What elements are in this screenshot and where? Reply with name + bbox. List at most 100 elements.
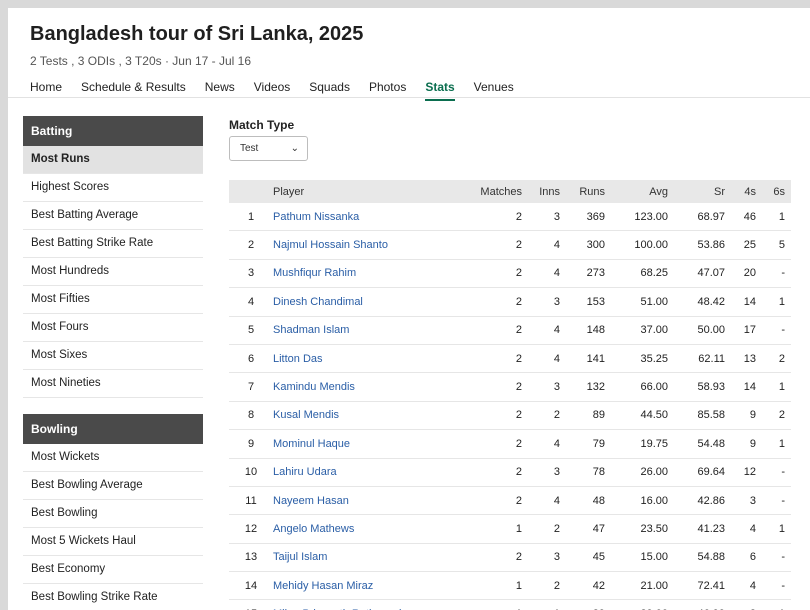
rank-cell: 3 bbox=[229, 259, 273, 289]
sidebar-item-most-fours[interactable]: Most Fours bbox=[23, 314, 203, 342]
fours-cell: 14 bbox=[725, 287, 756, 317]
player-link[interactable]: Mehidy Hasan Miraz bbox=[273, 579, 374, 592]
player-link[interactable]: Angelo Mathews bbox=[273, 522, 355, 535]
nav-tab-photos[interactable]: Photos bbox=[368, 80, 407, 94]
avg-cell: 23.50 bbox=[605, 514, 668, 544]
matches-cell: 2 bbox=[462, 401, 522, 431]
player-cell: Litton Das bbox=[273, 344, 462, 374]
player-cell: Shadman Islam bbox=[273, 316, 462, 345]
table-row: 11 Nayeem Hasan 2 4 48 16.00 42.86 3- bbox=[229, 486, 791, 516]
runs-cell: 79 bbox=[560, 429, 605, 459]
sixes-cell: 5 bbox=[756, 230, 791, 260]
sidebar-item-most-fifties[interactable]: Most Fifties bbox=[23, 286, 203, 314]
inns-cell: 4 bbox=[522, 344, 560, 374]
sixes-cell: 2 bbox=[756, 401, 791, 431]
player-link[interactable]: Lahiru Udara bbox=[273, 466, 337, 479]
nav-tab-home[interactable]: Home bbox=[30, 80, 63, 94]
page-title: Bangladesh tour of Sri Lanka, 2025 bbox=[30, 23, 364, 45]
player-link[interactable]: Nayeem Hasan bbox=[273, 494, 349, 507]
sidebar-item-most-wickets[interactable]: Most Wickets bbox=[23, 444, 203, 472]
matches-cell: 2 bbox=[462, 230, 522, 260]
fours-cell: 20 bbox=[725, 259, 756, 289]
inns-cell: 2 bbox=[522, 571, 560, 601]
nav-tab-venues[interactable]: Venues bbox=[473, 80, 514, 94]
table-row: 1 Pathum Nissanka 2 3 369 123.00 68.97 46 1 bbox=[229, 203, 791, 232]
sidebar-item-best-bowling[interactable]: Best Bowling bbox=[23, 500, 203, 528]
player-link[interactable]: Mominul Haque bbox=[273, 437, 351, 450]
sidebar-item-best-bowling-average[interactable]: Best Bowling Average bbox=[23, 472, 203, 500]
player-cell: Najmul Hossain Shanto bbox=[273, 230, 462, 260]
player-cell: Angelo Mathews bbox=[273, 514, 462, 544]
rank-cell: 15 bbox=[229, 599, 273, 610]
fours-cell: 4 bbox=[725, 571, 756, 601]
runs-cell: 45 bbox=[560, 543, 605, 573]
inns-cell: 4 bbox=[522, 486, 560, 516]
nav-tab-videos[interactable]: Videos bbox=[253, 80, 291, 94]
runs-cell: 153 bbox=[560, 287, 605, 317]
sidebar-item-most-runs[interactable]: Most Runs bbox=[23, 146, 203, 174]
runs-cell: 39 bbox=[560, 599, 605, 610]
player-link[interactable]: Dinesh Chandimal bbox=[273, 295, 363, 308]
nav-tab-schedule-results[interactable]: Schedule & Results bbox=[81, 80, 186, 94]
sr-cell: 47.07 bbox=[668, 259, 725, 289]
inns-cell: 4 bbox=[522, 259, 560, 289]
player-link[interactable]: Mushfiqur Rahim bbox=[273, 267, 357, 280]
sidebar-item-most-sixes[interactable]: Most Sixes bbox=[23, 342, 203, 370]
sidebar-item-most-5-wickets-haul[interactable]: Most 5 Wickets Haul bbox=[23, 528, 203, 556]
sr-cell: 53.86 bbox=[668, 230, 725, 260]
player-link[interactable]: Taijul Islam bbox=[273, 551, 328, 564]
player-link[interactable]: Shadman Islam bbox=[273, 324, 350, 337]
player-link[interactable]: Najmul Hossain Shanto bbox=[273, 239, 388, 252]
nav-tab-stats[interactable]: Stats bbox=[425, 80, 455, 101]
matches-cell: 2 bbox=[462, 429, 522, 459]
table-row: 13 Taijul Islam 2 3 45 15.00 54.88 6- bbox=[229, 543, 791, 573]
sr-cell: 48.42 bbox=[668, 287, 725, 317]
inns-cell: 4 bbox=[522, 230, 560, 260]
table-row: 6 Litton Das 2 4 141 35.25 62.11 13 2 bbox=[229, 344, 791, 374]
inns-cell: 3 bbox=[522, 372, 560, 402]
nav-tab-news[interactable]: News bbox=[204, 80, 235, 94]
table-row: 7 Kamindu Mendis 2 3 132 66.00 58.93 14 1 bbox=[229, 372, 791, 402]
player-link[interactable]: Pathum Nissanka bbox=[273, 210, 360, 223]
page: Bangladesh tour of Sri Lanka, 2025 2 Tes… bbox=[8, 8, 810, 610]
player-link[interactable]: Kusal Mendis bbox=[273, 409, 340, 422]
match-type-select[interactable]: Test ⌄ bbox=[229, 136, 308, 161]
fours-cell: 9 bbox=[725, 429, 756, 459]
sidebar-item-most-nineties[interactable]: Most Nineties bbox=[23, 370, 203, 398]
sr-cell: 58.93 bbox=[668, 372, 725, 402]
series-nav: Home Schedule & Results News Videos Squads Ph… bbox=[30, 80, 810, 101]
runs-cell: 42 bbox=[560, 571, 605, 601]
player-link[interactable]: Litton Das bbox=[273, 352, 323, 365]
sidebar-item-best-economy[interactable]: Best Economy bbox=[23, 556, 203, 584]
table-row: 12 Angelo Mathews 1 2 47 23.50 41.23 4 1 bbox=[229, 514, 791, 544]
sidebar-item-highest-scores[interactable]: Highest Scores bbox=[23, 174, 203, 202]
fours-cell: 12 bbox=[725, 458, 756, 487]
player-link[interactable]: Kamindu Mendis bbox=[273, 381, 355, 394]
sixes-cell: 1 bbox=[756, 372, 791, 402]
sr-cell: 46.99 bbox=[668, 599, 725, 610]
sixes-cell: 1 bbox=[756, 429, 791, 459]
inns-cell: 4 bbox=[522, 429, 560, 459]
player-cell: Mominul Haque bbox=[273, 429, 462, 459]
fours-cell: 14 bbox=[725, 372, 756, 402]
player-link[interactable]: Milan Priyanath Rathnayake bbox=[273, 608, 411, 610]
sidebar-item-best-batting-strike-rate[interactable]: Best Batting Strike Rate bbox=[23, 230, 203, 258]
sr-cell: 54.88 bbox=[668, 543, 725, 573]
rank-cell: 5 bbox=[229, 316, 273, 345]
fours-cell: 46 bbox=[725, 203, 756, 232]
sixes-cell: 1 bbox=[756, 514, 791, 544]
col-header-inns: Inns bbox=[522, 180, 560, 203]
sidebar-item-most-hundreds[interactable]: Most Hundreds bbox=[23, 258, 203, 286]
sixes-cell: - bbox=[756, 571, 791, 601]
avg-cell: 68.25 bbox=[605, 259, 668, 289]
fours-cell: 4 bbox=[725, 514, 756, 544]
avg-cell: 44.50 bbox=[605, 401, 668, 431]
stats-main: Match Type Test ⌄ Player Matches Inns Ru… bbox=[229, 118, 791, 610]
nav-tab-squads[interactable]: Squads bbox=[309, 80, 350, 94]
avg-cell: 16.00 bbox=[605, 486, 668, 516]
sidebar-item-best-batting-average[interactable]: Best Batting Average bbox=[23, 202, 203, 230]
match-type-value: Test bbox=[240, 143, 259, 154]
sidebar-item-best-bowling-strike-rate[interactable]: Best Bowling Strike Rate bbox=[23, 584, 203, 610]
rank-cell: 12 bbox=[229, 514, 273, 544]
